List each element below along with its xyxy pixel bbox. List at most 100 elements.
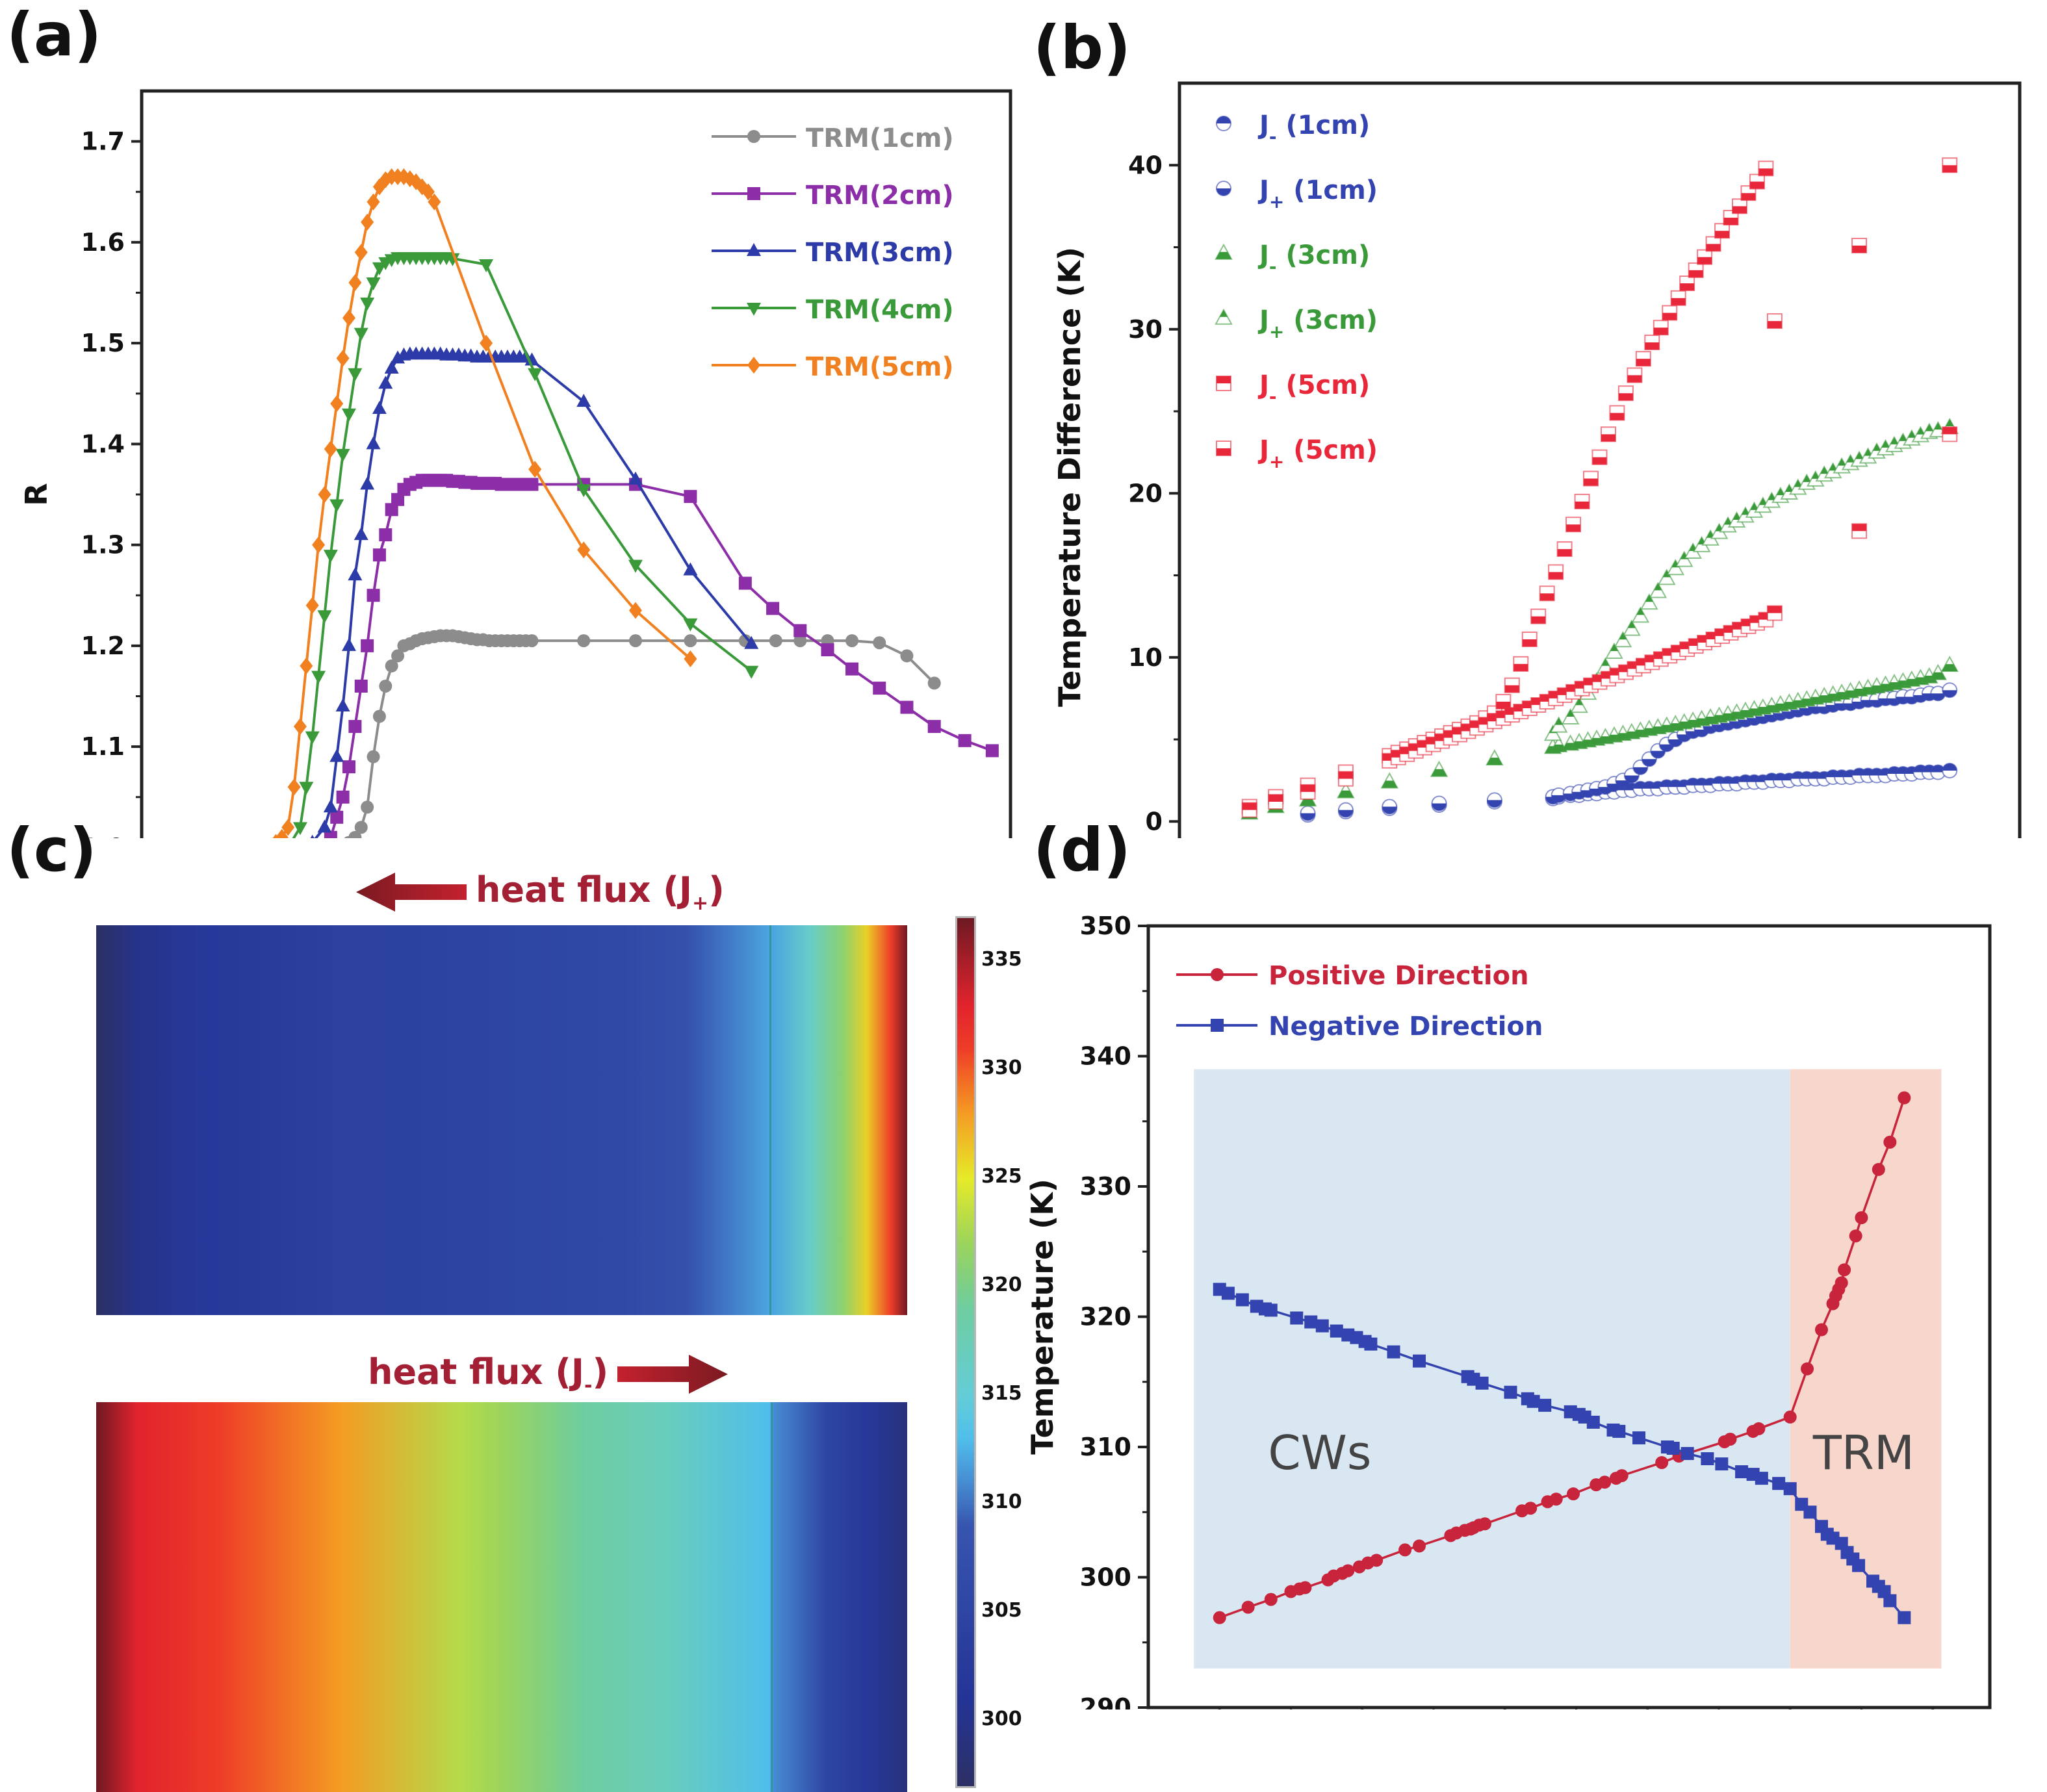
data-point (1235, 1293, 1249, 1307)
data-point (524, 352, 539, 366)
data-point (1697, 249, 1713, 265)
data-point (366, 436, 381, 450)
flux-label-sub: - (584, 1374, 593, 1397)
colorbar-tick-label: 320 (981, 1273, 1022, 1296)
data-point (329, 499, 344, 513)
marker-fill (1741, 193, 1756, 201)
marker-fill (1942, 690, 1957, 698)
legend-sub: - (1269, 256, 1277, 277)
marker-fill (1653, 327, 1668, 335)
colorbar-tick-label: 315 (981, 1381, 1022, 1405)
series-line (292, 256, 753, 838)
data-point (1801, 1362, 1814, 1376)
data-point (367, 750, 380, 763)
data-point (287, 778, 301, 796)
data-point (684, 490, 697, 504)
data-point (421, 183, 435, 201)
data-point (1574, 493, 1590, 509)
series-line (352, 634, 936, 838)
legend-marker (1216, 116, 1231, 131)
y-tick-label: 320 (1080, 1303, 1131, 1331)
marker-fill (1601, 434, 1616, 442)
data-point (367, 589, 380, 602)
marker-fill (1768, 493, 1776, 500)
data-point (445, 253, 460, 266)
data-point (354, 527, 368, 541)
data-point (1942, 762, 1958, 778)
marker-fill (1680, 642, 1695, 650)
data-point (354, 821, 368, 834)
marker-fill (1217, 116, 1231, 123)
data-point (1530, 608, 1547, 624)
flux-label-text: heat flux (J (476, 869, 692, 911)
data-point (1705, 236, 1721, 252)
flux-label-suffix: ) (592, 1351, 609, 1393)
data-point (354, 244, 368, 261)
legend-sub: + (1269, 451, 1284, 472)
legend-item: Negative Direction (1176, 1012, 1543, 1042)
legend-item: J+ (3cm) (1215, 305, 1378, 342)
region-trm (1790, 1069, 1942, 1669)
data-point (577, 634, 591, 648)
data-point (684, 650, 697, 668)
data-point (1851, 523, 1868, 539)
legend-rest: (5cm) (1277, 370, 1371, 400)
marker-fill (1653, 652, 1668, 659)
marker-fill (1662, 570, 1671, 578)
y-tick-label: 1.3 (81, 531, 125, 559)
marker-fill (1610, 413, 1625, 420)
data-point (385, 503, 398, 517)
legend-label: J+ (3cm) (1257, 305, 1378, 342)
data-point (1803, 1505, 1817, 1519)
legend-label: J- (5cm) (1257, 370, 1370, 407)
marker-fill (1829, 463, 1837, 471)
marker-fill (1697, 257, 1712, 264)
marker-fill (1557, 687, 1572, 695)
data-point (310, 834, 315, 838)
data-point (576, 394, 591, 407)
marker-fill (1946, 419, 1954, 427)
marker-fill (1899, 433, 1907, 441)
series-negative-direction (1213, 1283, 1911, 1624)
data-point (1930, 685, 1946, 702)
marker-fill (1890, 437, 1898, 444)
marker-fill (1554, 717, 1563, 725)
marker-fill (1624, 775, 1639, 783)
data-point (1898, 1611, 1911, 1624)
marker-fill (1627, 661, 1642, 669)
data-point (769, 634, 782, 648)
data-point (1606, 776, 1622, 792)
marker-fill (1300, 813, 1315, 821)
data-point (744, 665, 759, 679)
data-point (1883, 1135, 1897, 1149)
data-point (1783, 1482, 1797, 1496)
marker-fill (1852, 524, 1867, 531)
data-point (1680, 1447, 1694, 1461)
legend-sub: - (1269, 386, 1277, 407)
data-point (1783, 1410, 1797, 1424)
data-point (1701, 1452, 1714, 1466)
data-point (1815, 1323, 1828, 1337)
data-point (1942, 426, 1958, 442)
plot-frame (1178, 81, 2022, 838)
flux-label-text: heat flux (J (368, 1351, 584, 1393)
marker-fill (1749, 615, 1764, 623)
data-point (329, 749, 344, 762)
marker-fill (1575, 681, 1590, 689)
colorbar-tick-label: 335 (981, 947, 1022, 971)
data-point (1241, 802, 1257, 818)
data-point (1264, 1303, 1278, 1317)
marker-fill (1934, 422, 1942, 430)
data-point (1851, 237, 1868, 253)
marker-fill (1338, 771, 1353, 779)
chart-a-r-vs-heat-flow: 0501001502002501.01.11.21.31.41.51.61.7H… (19, 89, 1012, 838)
data-point (1337, 771, 1354, 787)
y-tick-label: 290 (1080, 1693, 1131, 1709)
legend-item: TRM(4cm) (712, 295, 954, 325)
flux-label-sub: + (692, 891, 709, 915)
data-point (1600, 426, 1616, 442)
data-point (1486, 749, 1504, 766)
legend-item: J+ (1cm) (1216, 175, 1378, 212)
marker-fill (1584, 478, 1599, 486)
marker-fill (1645, 342, 1660, 350)
